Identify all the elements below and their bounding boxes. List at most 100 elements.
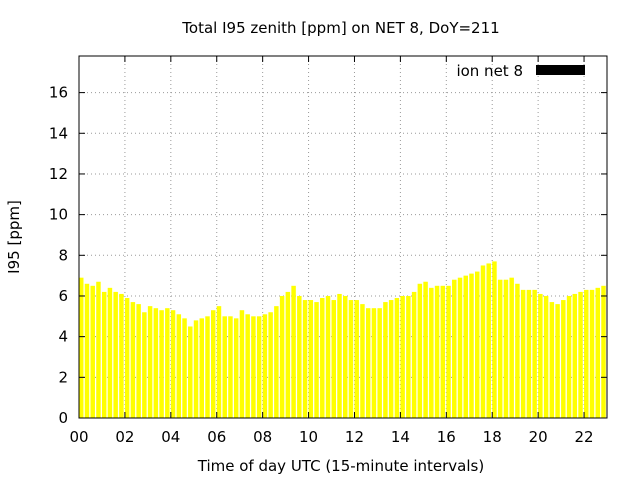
- y-tick-label: 2: [58, 368, 68, 386]
- bar: [101, 291, 107, 418]
- bar: [406, 295, 411, 418]
- bar: [84, 283, 90, 418]
- bar: [480, 265, 486, 418]
- bar: [365, 308, 371, 418]
- bar: [411, 291, 417, 418]
- x-axis-label: Time of day UTC (15-minute intervals): [197, 457, 484, 475]
- bar: [584, 289, 589, 418]
- bar: [147, 306, 153, 418]
- x-tick-label: 18: [483, 428, 502, 446]
- bar: [251, 316, 256, 418]
- bar: [79, 277, 84, 418]
- bar: [549, 302, 555, 418]
- bar: [520, 289, 526, 418]
- bar: [320, 298, 325, 418]
- bar: [170, 310, 176, 418]
- bar: [130, 302, 136, 418]
- bar: [538, 293, 543, 418]
- bar: [423, 281, 428, 418]
- bar: [165, 308, 170, 418]
- x-tick-label: 06: [207, 428, 226, 446]
- bar: [142, 312, 147, 418]
- bar: [452, 279, 457, 418]
- bar: [262, 314, 268, 418]
- bars: [79, 261, 606, 418]
- bar: [239, 310, 245, 418]
- bar: [486, 263, 491, 418]
- bar: [589, 289, 595, 418]
- bar: [595, 287, 600, 418]
- y-tick-label: 14: [49, 124, 68, 142]
- bar: [400, 295, 405, 418]
- bar: [572, 293, 578, 418]
- bar: [107, 287, 113, 418]
- bar: [308, 300, 314, 418]
- y-tick-label: 12: [49, 165, 68, 183]
- bar: [199, 318, 204, 418]
- y-tick-label: 10: [49, 206, 68, 224]
- bar: [497, 279, 503, 418]
- bar: [503, 279, 509, 418]
- bar: [566, 295, 572, 418]
- bar: [434, 285, 440, 418]
- bar: [90, 285, 95, 418]
- bar: [343, 295, 348, 418]
- bar: [446, 285, 451, 418]
- bar: [509, 277, 514, 418]
- bar: [417, 283, 423, 418]
- axis-ticks: [78, 56, 607, 419]
- bar: [492, 261, 497, 418]
- bar: [279, 295, 285, 418]
- bar: [228, 316, 233, 418]
- bar: [182, 318, 187, 418]
- bar: [188, 326, 193, 418]
- bar: [354, 300, 359, 418]
- bar: [205, 316, 210, 418]
- bar: [314, 302, 319, 418]
- bar: [222, 316, 227, 418]
- bar: [394, 298, 400, 418]
- y-tick-label: 0: [58, 409, 68, 427]
- x-tick-label: 08: [253, 428, 272, 446]
- x-tick-label: 04: [161, 428, 180, 446]
- bar: [96, 281, 101, 418]
- bar: [159, 310, 164, 418]
- x-tick-label: 02: [115, 428, 134, 446]
- bar: [176, 314, 182, 418]
- bar: [297, 295, 302, 418]
- bar: [256, 316, 262, 418]
- legend-label: ion net 8: [456, 62, 523, 80]
- x-tick-label: 20: [529, 428, 548, 446]
- bar: [543, 295, 549, 418]
- x-tick-label: 00: [69, 428, 88, 446]
- x-tick-label: 12: [345, 428, 364, 446]
- bar: [285, 291, 291, 418]
- bar: [153, 308, 159, 418]
- bar: [291, 285, 296, 418]
- y-tick-label: 6: [58, 287, 68, 305]
- bar: [457, 277, 463, 418]
- bar: [371, 308, 377, 418]
- x-tick-labels: 00 02 04 06 08 10 12 14 16 18 20 22: [69, 428, 593, 446]
- y-tick-labels: 0 2 4 6 8 10 12 14 16: [49, 84, 68, 427]
- bar: [388, 300, 394, 418]
- x-tick-label: 22: [574, 428, 593, 446]
- bar: [429, 287, 434, 418]
- bar: [216, 306, 222, 418]
- bar: [325, 295, 331, 418]
- bar: [193, 320, 199, 418]
- bar: [331, 300, 336, 418]
- bar: [463, 275, 468, 418]
- bar: [440, 285, 446, 418]
- bar: [348, 300, 354, 418]
- x-tick-label: 10: [299, 428, 318, 446]
- bar: [601, 285, 606, 418]
- chart-title: Total I95 zenith [ppm] on NET 8, DoY=211: [181, 19, 499, 37]
- legend: ion net 8: [456, 62, 585, 80]
- bar: [119, 293, 124, 418]
- bar: [274, 306, 279, 418]
- bar: [113, 291, 118, 418]
- grid-lines: [79, 56, 607, 418]
- plot-frame: [78, 55, 608, 419]
